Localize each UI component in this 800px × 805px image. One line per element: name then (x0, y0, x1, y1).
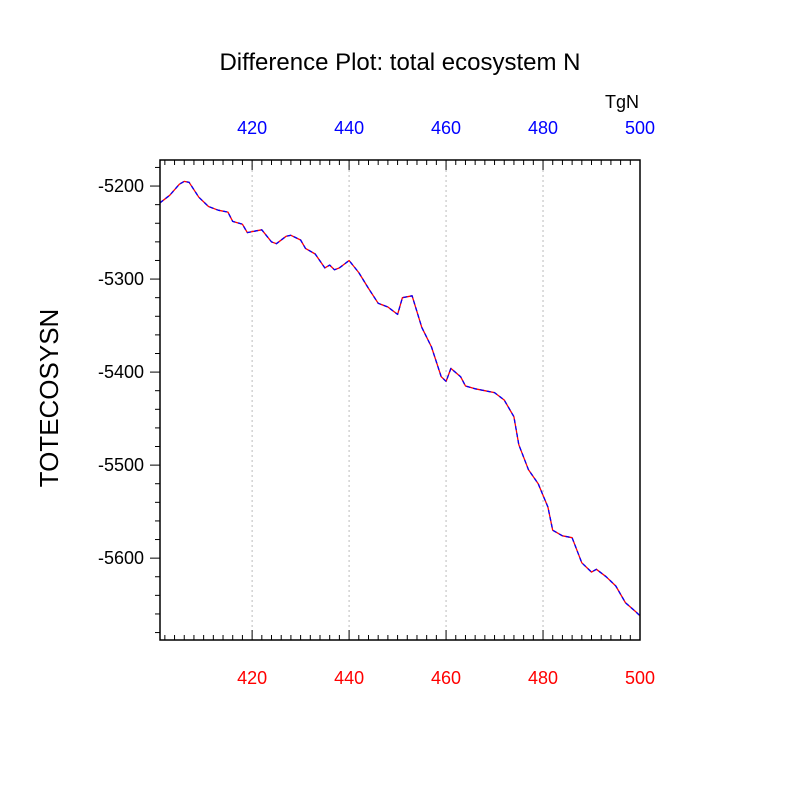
x-tick-label-top: 500 (625, 118, 655, 138)
series-line-dashed-0 (159, 180, 641, 617)
units-label: TgN (605, 92, 639, 112)
x-tick-label-bottom: 500 (625, 668, 655, 688)
x-tick-label-top: 440 (334, 118, 364, 138)
y-tick-label: -5400 (98, 362, 144, 382)
x-tick-label-top: 460 (431, 118, 461, 138)
y-axis-label: TOTECOSYSN (34, 309, 64, 488)
x-tick-label-top: 420 (237, 118, 267, 138)
tick-labels: 420 420 440 440 460 460 480 480 500 500 -5200 -5300… (98, 118, 655, 688)
x-tick-label-bottom: 440 (334, 668, 364, 688)
y-tick-label: -5200 (98, 176, 144, 196)
chart-title: Difference Plot: total ecosystem N (219, 49, 580, 76)
axis-ticks (150, 160, 641, 640)
x-tick-label-bottom: 480 (528, 668, 558, 688)
y-tick-label: -5500 (98, 455, 144, 475)
x-tick-label-top: 480 (528, 118, 558, 138)
data-series (159, 180, 641, 617)
gridlines (251, 160, 544, 640)
series-line-solid-0 (159, 180, 641, 617)
x-tick-label-bottom: 460 (431, 668, 461, 688)
plot-frame (159, 159, 641, 641)
y-tick-label: -5300 (98, 269, 144, 289)
x-tick-label-bottom: 420 (237, 668, 267, 688)
y-tick-label: -5600 (98, 548, 144, 568)
